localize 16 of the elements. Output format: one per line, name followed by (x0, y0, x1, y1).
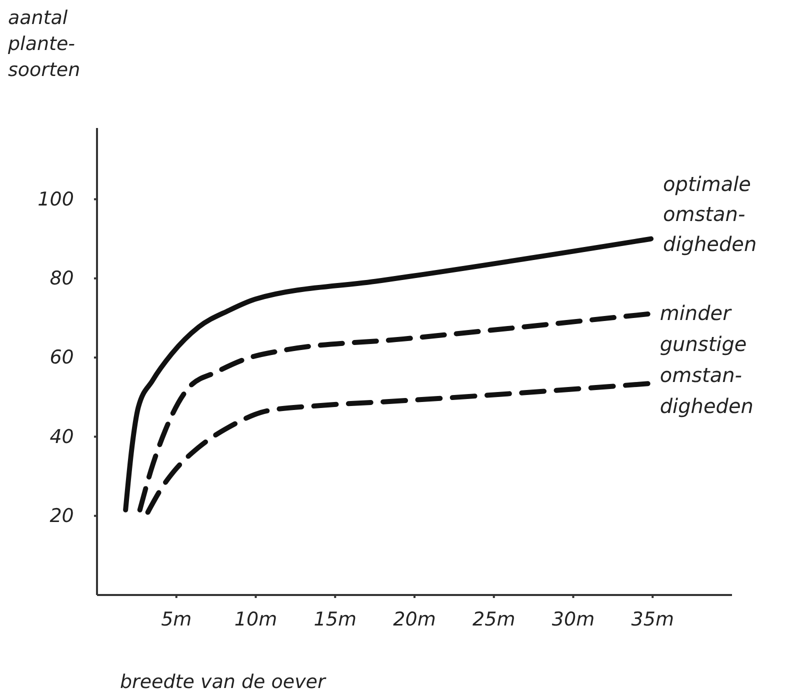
x-tick-label: 15m (314, 608, 356, 631)
annotation: minder gunstige omstan- digheden (660, 301, 754, 418)
x-tick-label: 20m (393, 608, 436, 631)
x-tick-label: 10m (234, 608, 278, 631)
y-tick-label: 40 (50, 426, 74, 448)
x-tick-label: 30m (552, 608, 595, 631)
x-tick-label: 25m (472, 608, 516, 631)
x-axis-title: breedte van de oever (120, 671, 326, 693)
series-label: optimale omstan- digheden (663, 172, 757, 256)
y-tick-label: 20 (50, 504, 74, 527)
x-tick-label: 5m (161, 608, 192, 631)
y-axis-title: aantal plante- soorten (7, 7, 80, 81)
y-tick-label: 100 (38, 188, 74, 210)
x-tick-label: 35m (631, 608, 674, 631)
y-tick-label: 80 (50, 267, 74, 290)
y-tick-label: 60 (50, 346, 74, 369)
